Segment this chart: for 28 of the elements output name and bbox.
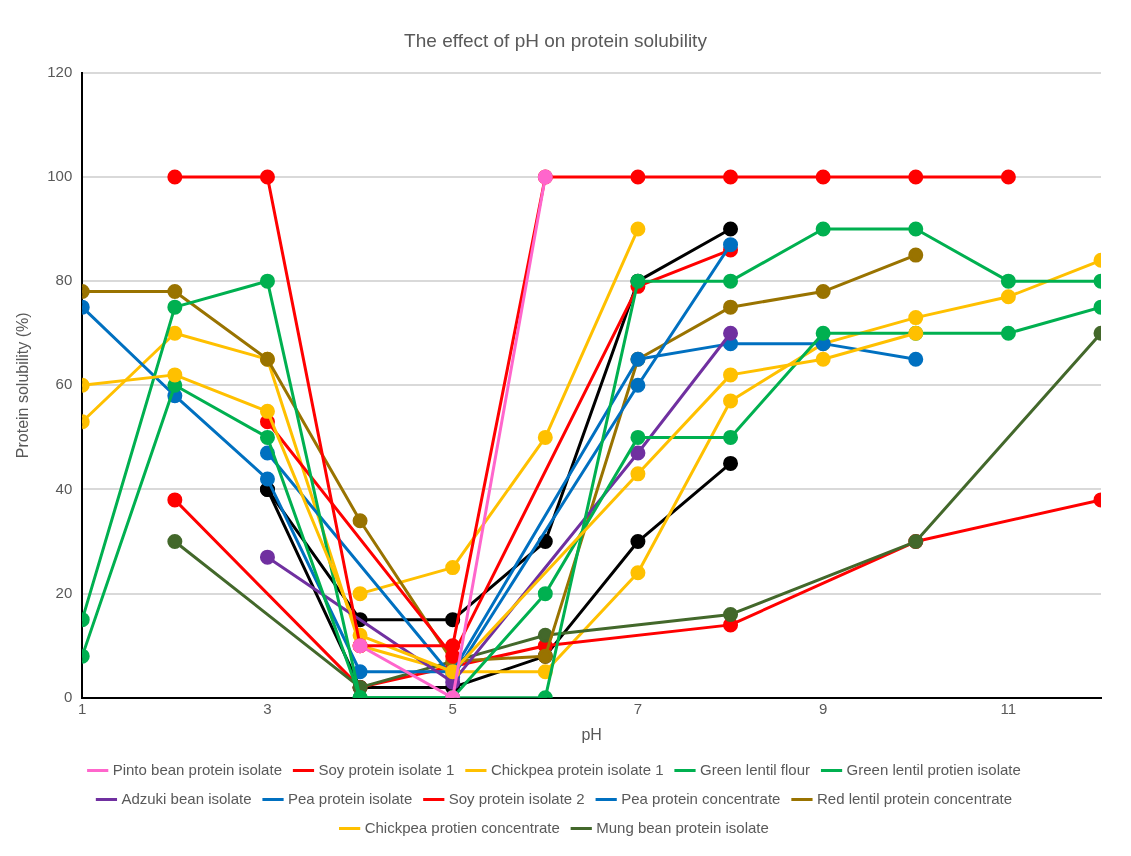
y-tick-label: 80	[55, 271, 73, 289]
y-tick-label: 60	[55, 375, 73, 393]
legend-label: Green lentil protien isolate	[846, 760, 1021, 778]
x-tick-label: 7	[633, 699, 643, 717]
x-tick-label: 11	[1000, 699, 1017, 717]
y-tick-label: 20	[55, 583, 73, 601]
y-axis-title: Protein solubility (%)	[14, 312, 32, 459]
x-tick-label: 3	[263, 699, 272, 717]
legend-label: Mung bean protein isolate	[596, 818, 769, 836]
legend-label: Pinto bean protein isolate	[112, 760, 282, 778]
y-tick-label: 100	[47, 167, 73, 185]
legend-label: Adzuki bean isolate	[121, 789, 252, 807]
legend-label: Red lentil protein concentrate	[816, 789, 1013, 807]
legend-label: Pea protein isolate	[288, 789, 413, 807]
legend-label: Soy protein isolate 2	[448, 789, 585, 807]
y-tick-label: 40	[55, 479, 73, 497]
legend-label: Pea protein concentrate	[621, 789, 781, 807]
legend-label: Green lentil flour	[699, 760, 811, 778]
y-tick-label: 120	[47, 62, 73, 80]
legend-label: Soy protein isolate 1	[318, 760, 455, 778]
legend-label: Chickpea protien concentrate	[364, 818, 560, 836]
x-tick-label: 1	[78, 699, 87, 717]
x-tick-label: 9	[818, 699, 828, 717]
legend-label: Chickpea protein isolate 1	[490, 760, 664, 778]
x-axis-title: pH	[581, 725, 602, 743]
x-tick-label: 5	[448, 699, 457, 717]
y-tick-label: 0	[63, 687, 73, 705]
chart-title: The effect of pH on protein solubility	[404, 29, 708, 51]
